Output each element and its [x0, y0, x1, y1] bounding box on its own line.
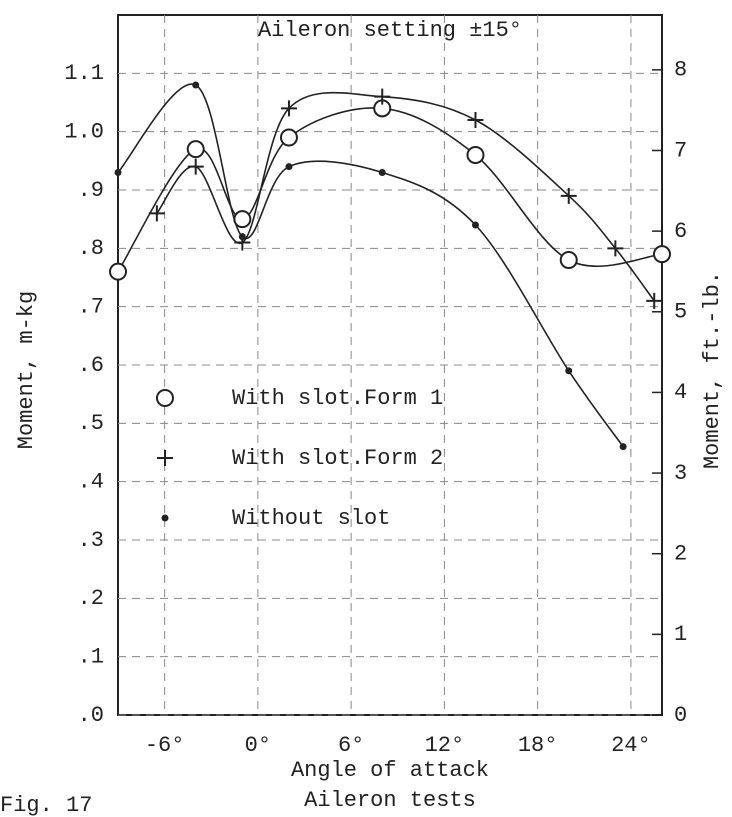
point [279, 128, 298, 147]
point [187, 158, 204, 175]
y-axis-label: Moment, m-kg [14, 291, 39, 449]
point [607, 240, 624, 257]
series-line [117, 83, 624, 448]
point [559, 251, 578, 269]
figure-label: Fig. 17 [0, 793, 92, 817]
chart-title: Aileron setting ±15° [258, 18, 522, 43]
point [378, 169, 386, 176]
point [466, 146, 485, 164]
point [285, 163, 293, 171]
y-tick-label: .1 [78, 644, 104, 669]
legend-label: With slot.Form 2 [232, 446, 443, 471]
y2-tick-label: 4 [674, 380, 687, 405]
x-axis-label: Angle of attack [291, 758, 489, 783]
y-tick-label: .8 [78, 236, 104, 261]
point [560, 187, 577, 204]
point [471, 221, 479, 229]
y2-tick-label: 7 [674, 138, 687, 163]
y2-tick-label: 8 [674, 58, 687, 83]
point [280, 100, 297, 117]
y2-tick-label: 3 [674, 461, 687, 486]
y2-tick-label: 6 [674, 219, 687, 244]
point [646, 292, 663, 309]
x-tick-label: 18° [518, 733, 558, 758]
point [114, 169, 122, 176]
y2-tick-label: 0 [674, 703, 687, 728]
point [186, 140, 205, 159]
legend-marker [157, 450, 173, 466]
y-tick-label: .4 [78, 469, 104, 494]
y-tick-label: .3 [78, 528, 104, 553]
y2-tick-label: 1 [674, 622, 687, 647]
point [565, 367, 573, 375]
y-tick-label: 1.0 [64, 119, 104, 144]
point [467, 112, 484, 128]
legend-marker [156, 389, 174, 407]
point [374, 88, 391, 105]
x-tick-label: 6° [338, 733, 364, 758]
caption: Aileron tests [304, 788, 476, 813]
point [238, 233, 246, 241]
x-tick-label: 0° [245, 733, 271, 758]
legend-marker [161, 514, 169, 522]
y-tick-label: .2 [78, 586, 104, 611]
point [148, 205, 165, 222]
x-tick-label: 12° [425, 733, 465, 758]
point [653, 245, 671, 264]
y-tick-label: .5 [78, 411, 104, 436]
series-line [156, 91, 655, 302]
y2-tick-label: 2 [674, 542, 687, 567]
legend-label: Without slot [232, 506, 390, 531]
y2-tick-label: 5 [674, 300, 687, 325]
x-tick-label: 24° [611, 733, 651, 758]
y2-axis-label: Moment, ft.-lb. [700, 271, 725, 469]
y-tick-label: 1.1 [64, 61, 104, 86]
legend-label: With slot.Form 1 [232, 386, 443, 411]
point [192, 81, 200, 89]
point [619, 443, 627, 451]
y-tick-label: .6 [78, 353, 104, 378]
x-tick-label: -6° [145, 733, 185, 758]
y-tick-label: .7 [78, 294, 104, 319]
point [109, 262, 127, 281]
y-tick-label: .9 [78, 178, 104, 203]
y-tick-label: .0 [78, 703, 104, 728]
